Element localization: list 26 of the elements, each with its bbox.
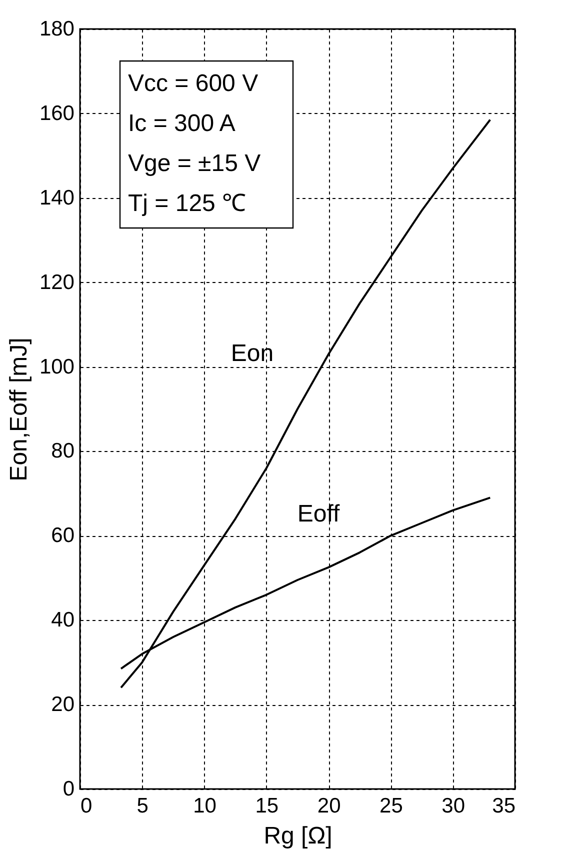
y-tick-label: 20 bbox=[51, 693, 74, 716]
y-tick-label: 160 bbox=[39, 102, 74, 125]
annotation: Ic = 300 A bbox=[128, 110, 236, 137]
x-tick-label: 10 bbox=[193, 794, 216, 818]
y-tick-label: 60 bbox=[51, 524, 74, 548]
y-tick-label: 140 bbox=[39, 186, 74, 210]
x-tick-label: 35 bbox=[492, 794, 516, 818]
x-tick-label: 5 bbox=[136, 794, 148, 818]
y-tick-label: 40 bbox=[51, 608, 74, 632]
y-tick-label: 100 bbox=[39, 355, 74, 378]
series-label: Eoff bbox=[297, 500, 340, 528]
x-tick-label: 25 bbox=[380, 794, 403, 818]
annotation: Tj = 125 ℃ bbox=[128, 190, 246, 217]
annotation: Vge = ±15 V bbox=[128, 150, 261, 177]
annotation: Vcc = 600 V bbox=[128, 70, 258, 97]
y-tick-label: 180 bbox=[39, 18, 74, 40]
x-tick-label: 30 bbox=[442, 794, 466, 818]
y-tick-label: 0 bbox=[62, 778, 74, 800]
y-axis-title: Eon,Eoff [mJ] bbox=[5, 338, 32, 482]
x-tick-label: 0 bbox=[80, 794, 92, 818]
y-tick-label: 120 bbox=[39, 270, 74, 294]
x-tick-label: 20 bbox=[317, 794, 341, 818]
x-tick-label: 15 bbox=[255, 794, 279, 818]
y-tick-label: 80 bbox=[51, 440, 74, 463]
series-label: Eon bbox=[230, 340, 274, 368]
x-axis-title: Rg [Ω] bbox=[264, 822, 332, 850]
